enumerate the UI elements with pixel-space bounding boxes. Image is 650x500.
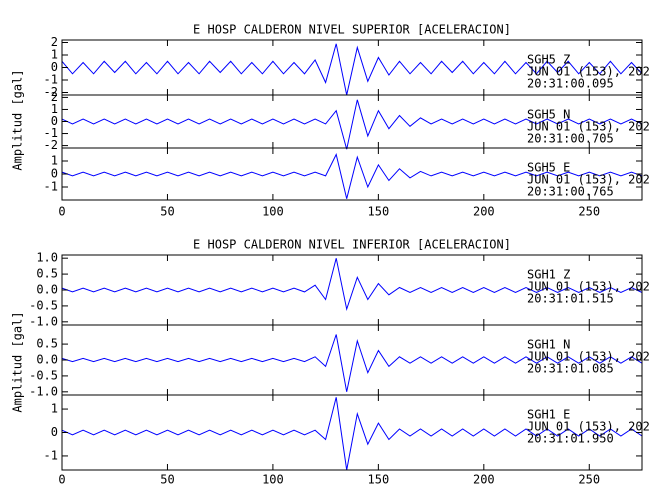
trace-time: 20:31:00.765 — [527, 185, 614, 199]
y-tick-label: -2 — [44, 138, 58, 152]
chart-title: E HOSP CALDERON NIVEL SUPERIOR [ACELERAC… — [193, 23, 511, 37]
x-tick-label: 50 — [160, 473, 174, 487]
trace-station: SGH5 E — [527, 161, 570, 175]
y-tick-label: 0.5 — [36, 337, 58, 351]
trace-date: JUN 01 (153), 2024 — [527, 120, 650, 134]
y-tick-label: 1 — [51, 154, 58, 168]
y-tick-label: -0.5 — [29, 298, 58, 312]
waveform — [61, 43, 643, 96]
x-tick-label: 200 — [473, 205, 495, 219]
y-tick-label: -1.0 — [29, 314, 58, 328]
y-tick-label: 1 — [51, 102, 58, 116]
x-tick-label: 100 — [262, 205, 284, 219]
x-tick-label: 0 — [58, 205, 65, 219]
x-tick-label: 200 — [473, 473, 495, 487]
y-tick-label: 0.0 — [36, 353, 58, 367]
y-axis-label: Amplitud [gal] — [11, 311, 25, 412]
y-tick-label: -1 — [44, 180, 58, 194]
waveform — [61, 99, 643, 150]
chart-title: E HOSP CALDERON NIVEL INFERIOR [ACELERAC… — [193, 238, 511, 252]
trace-date: JUN 01 (153), 2024 — [527, 350, 650, 364]
y-tick-label: 0.5 — [36, 267, 58, 281]
y-axis-label: Amplitud [gal] — [11, 69, 25, 170]
y-tick-label: 0 — [51, 60, 58, 74]
trace-station: SGH5 N — [527, 108, 570, 122]
waveform — [61, 397, 643, 471]
y-tick-label: 1 — [51, 48, 58, 62]
y-tick-label: -0.5 — [29, 368, 58, 382]
waveform — [61, 334, 643, 392]
y-tick-label: -1.0 — [29, 384, 58, 398]
y-tick-label: 1.0 — [36, 251, 58, 265]
y-tick-label: 0 — [51, 425, 58, 439]
trace-time: 20:31:01.950 — [527, 432, 614, 446]
trace-date: JUN 01 (153), 2024 — [527, 420, 650, 434]
y-tick-label: -1 — [44, 73, 58, 87]
trace-date: JUN 01 (153), 2024 — [527, 65, 650, 79]
trace-date: JUN 01 (153), 2024 — [527, 280, 650, 294]
trace-station: SGH1 Z — [527, 268, 570, 282]
trace-time: 20:31:00.705 — [527, 132, 614, 146]
waveform — [61, 258, 643, 312]
trace-station: SGH5 Z — [527, 53, 570, 67]
y-tick-label: -2 — [44, 85, 58, 99]
x-tick-label: 150 — [368, 473, 390, 487]
y-tick-label: -1 — [44, 448, 58, 462]
y-tick-label: 0 — [51, 114, 58, 128]
y-tick-label: 2 — [51, 35, 58, 49]
x-tick-label: 250 — [578, 473, 600, 487]
trace-date: JUN 01 (153), 2024 — [527, 173, 650, 187]
trace-time: 20:31:01.515 — [527, 292, 614, 306]
y-tick-label: 1 — [51, 402, 58, 416]
trace-station: SGH1 N — [527, 338, 570, 352]
y-tick-label: -1 — [44, 126, 58, 140]
y-tick-label: 0 — [51, 167, 58, 181]
x-tick-label: 100 — [262, 473, 284, 487]
waveform — [61, 153, 643, 199]
y-tick-label: 2 — [51, 90, 58, 104]
x-tick-label: 50 — [160, 205, 174, 219]
trace-time: 20:31:01.085 — [527, 362, 614, 376]
x-tick-label: 250 — [578, 205, 600, 219]
trace-time: 20:31:00.095 — [527, 77, 614, 91]
x-tick-label: 150 — [368, 205, 390, 219]
x-tick-label: 0 — [58, 473, 65, 487]
trace-station: SGH1 E — [527, 408, 570, 422]
y-tick-label: 0.0 — [36, 283, 58, 297]
